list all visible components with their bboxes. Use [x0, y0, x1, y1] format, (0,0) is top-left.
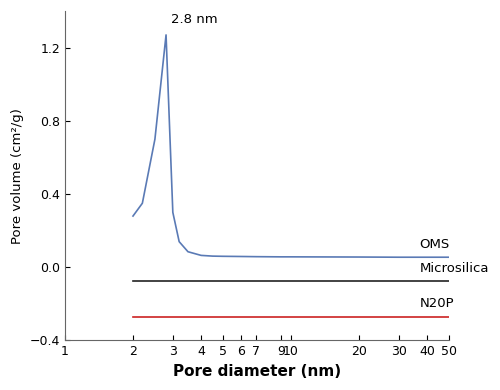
- Y-axis label: Pore volume (cm²/g): Pore volume (cm²/g): [11, 108, 24, 244]
- Text: Microsilica: Microsilica: [420, 262, 489, 275]
- Text: 2.8 nm: 2.8 nm: [171, 13, 218, 26]
- X-axis label: Pore diameter (nm): Pore diameter (nm): [173, 364, 341, 379]
- Text: OMS: OMS: [420, 238, 450, 251]
- Text: N20P: N20P: [420, 298, 454, 310]
